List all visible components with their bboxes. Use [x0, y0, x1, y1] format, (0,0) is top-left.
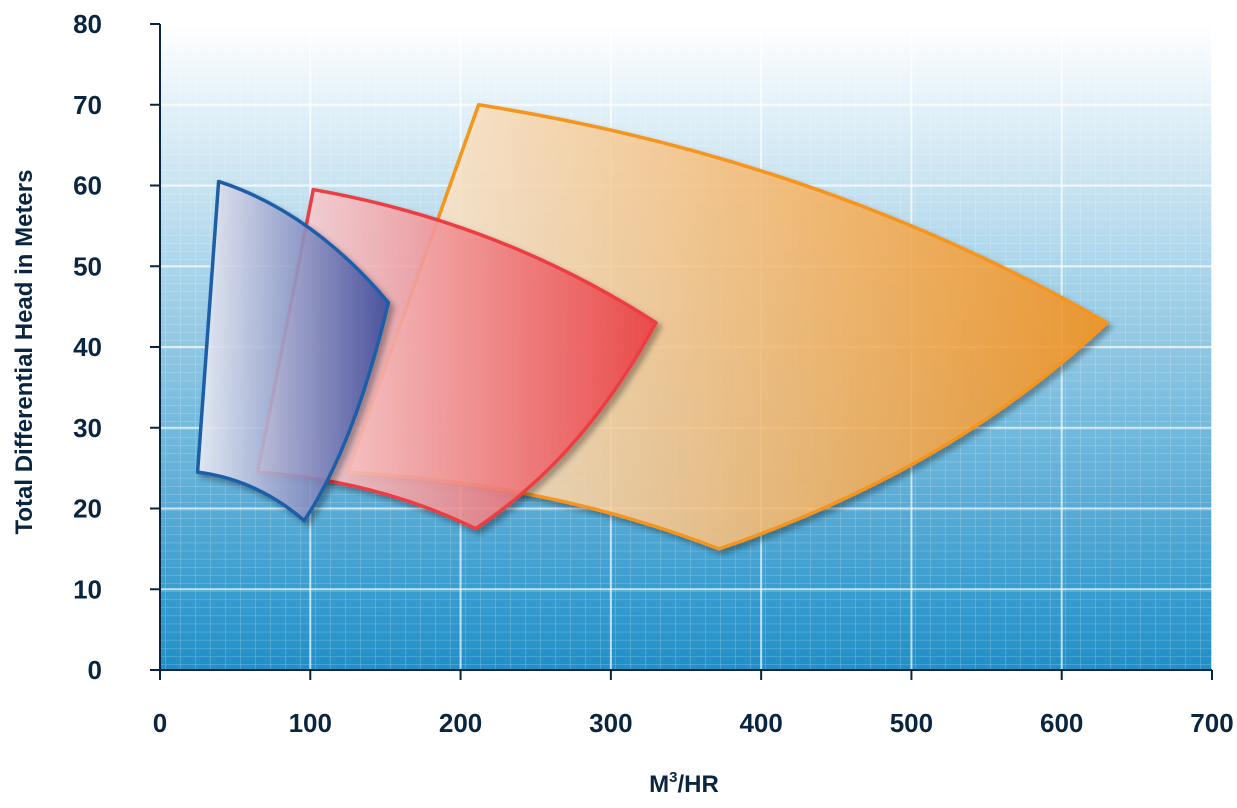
operating-region-2: [195, 179, 391, 523]
y-tick-label: 70: [73, 90, 102, 120]
y-tick-label: 40: [73, 332, 102, 362]
series-layer: [195, 103, 1109, 551]
y-tick-label: 80: [73, 9, 102, 39]
y-tick-label: 20: [73, 494, 102, 524]
y-tick-label: 50: [73, 251, 102, 281]
x-axis-title-main: M: [649, 771, 669, 798]
plot-area: [159, 23, 1213, 671]
x-tick-label: 400: [739, 708, 782, 738]
x-tick-label: 0: [153, 708, 167, 738]
y-tick-label: 10: [73, 574, 102, 604]
y-tick-label: 0: [88, 655, 102, 685]
y-tick-label: 60: [73, 171, 102, 201]
x-axis-title: M3/HR: [649, 769, 719, 798]
x-tick-label: 500: [890, 708, 933, 738]
x-tick-labels: 0 100 200 300 400 500 600 700: [153, 708, 1234, 738]
axes: [150, 23, 1213, 680]
x-tick-label: 700: [1190, 708, 1233, 738]
y-tick-label: 30: [73, 413, 102, 443]
x-axis-title-suffix: /HR: [678, 771, 719, 798]
x-tick-label: 100: [289, 708, 332, 738]
x-tick-label: 200: [439, 708, 482, 738]
x-tick-label: 600: [1040, 708, 1083, 738]
x-tick-label: 300: [589, 708, 632, 738]
x-axis-title-superscript: 3: [669, 769, 677, 786]
y-tick-labels: 0 10 20 30 40 50 60 70 80: [73, 9, 102, 685]
y-axis-title: Total Differential Head in Meters: [11, 170, 38, 535]
